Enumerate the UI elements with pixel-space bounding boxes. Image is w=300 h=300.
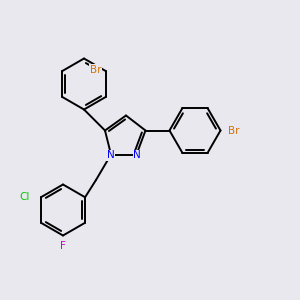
Text: Br: Br <box>90 65 101 75</box>
Text: Cl: Cl <box>19 192 30 202</box>
Text: N: N <box>106 150 114 160</box>
Text: F: F <box>60 241 66 251</box>
Text: Br: Br <box>228 125 240 136</box>
Text: N: N <box>133 150 141 160</box>
